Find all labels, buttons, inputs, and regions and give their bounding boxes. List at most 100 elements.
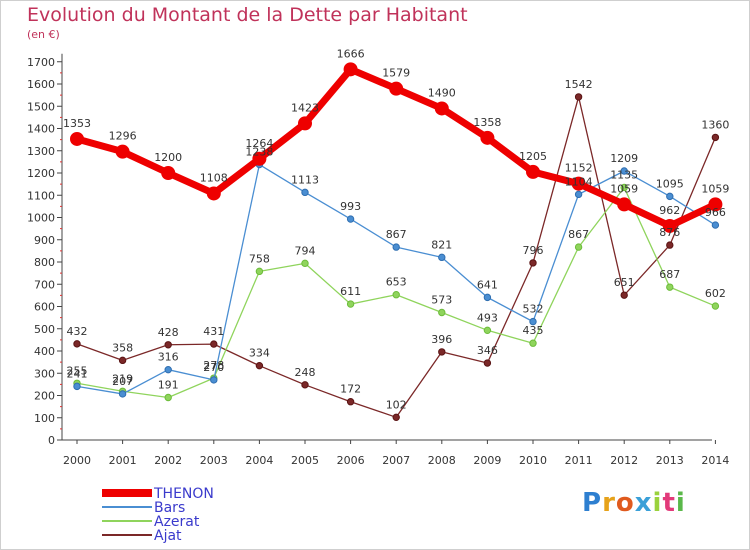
data-label-thenon: 1490 bbox=[428, 86, 456, 99]
y-tick-label: 600 bbox=[34, 301, 55, 314]
point-bars bbox=[529, 317, 537, 326]
data-label-ajat: 432 bbox=[67, 325, 88, 338]
point-ajat bbox=[164, 341, 172, 349]
point-ajat bbox=[438, 348, 446, 356]
legend-label-bars: Bars bbox=[154, 500, 185, 516]
point-thenon bbox=[708, 197, 723, 212]
data-label-azerat: 278 bbox=[203, 359, 224, 372]
data-label-thenon: 1205 bbox=[519, 150, 547, 163]
data-label-ajat: 651 bbox=[614, 276, 635, 289]
data-label-thenon: 1579 bbox=[382, 67, 410, 80]
data-label-bars: 1104 bbox=[565, 175, 593, 188]
data-label-bars: 316 bbox=[158, 351, 179, 364]
point-ajat bbox=[210, 340, 218, 348]
y-tick-label: 0 bbox=[48, 434, 55, 447]
y-tick-label: 1300 bbox=[27, 145, 55, 158]
data-label-azerat: 758 bbox=[249, 252, 270, 265]
point-bars bbox=[438, 253, 446, 262]
point-ajat bbox=[574, 93, 583, 101]
x-tick-label: 2005 bbox=[291, 454, 319, 467]
point-ajat bbox=[118, 356, 127, 365]
data-label-bars: 821 bbox=[431, 238, 452, 251]
point-thenon bbox=[252, 151, 267, 166]
y-tick-label: 1600 bbox=[27, 78, 55, 91]
point-azerat bbox=[255, 267, 264, 276]
brand-letter: o bbox=[615, 488, 635, 518]
point-ajat bbox=[711, 133, 720, 142]
data-label-ajat: 358 bbox=[112, 341, 133, 354]
y-tick-label: 1100 bbox=[27, 189, 55, 202]
y-tick-label: 300 bbox=[34, 367, 55, 380]
point-ajat bbox=[666, 241, 674, 249]
data-label-thenon: 1353 bbox=[63, 117, 91, 130]
point-thenon bbox=[70, 131, 84, 146]
point-bars bbox=[73, 382, 81, 391]
data-label-bars: 1238 bbox=[245, 146, 273, 159]
data-label-azerat: 611 bbox=[340, 285, 361, 298]
legend-label-thenon: THENON bbox=[153, 486, 214, 502]
data-label-ajat: 248 bbox=[295, 366, 316, 379]
point-bars bbox=[118, 390, 127, 398]
data-label-ajat: 396 bbox=[431, 333, 452, 346]
point-bars bbox=[210, 376, 218, 384]
data-label-thenon: 1423 bbox=[291, 101, 319, 114]
data-label-bars: 867 bbox=[386, 228, 407, 241]
data-label-azerat: 219 bbox=[112, 372, 133, 385]
data-label-ajat: 1542 bbox=[565, 78, 593, 91]
data-label-azerat: 867 bbox=[568, 228, 589, 241]
data-label-thenon: 1296 bbox=[109, 130, 137, 143]
point-azerat bbox=[574, 243, 583, 251]
point-bars bbox=[164, 365, 172, 374]
brand-letter: x bbox=[634, 488, 653, 518]
x-tick-label: 2002 bbox=[154, 454, 182, 467]
data-label-thenon: 1358 bbox=[473, 116, 501, 129]
data-label-ajat: 876 bbox=[659, 226, 680, 239]
point-azerat bbox=[346, 300, 355, 308]
y-tick-label: 1700 bbox=[27, 56, 55, 69]
point-azerat bbox=[301, 259, 309, 268]
chart-title: Evolution du Montant de la Dette par Hab… bbox=[27, 4, 468, 26]
point-azerat bbox=[666, 283, 674, 291]
x-tick-label: 2009 bbox=[473, 454, 501, 467]
y-tick-label: 1200 bbox=[27, 167, 55, 180]
brand-letter: t bbox=[662, 488, 676, 518]
point-azerat bbox=[483, 326, 492, 335]
x-tick-label: 2012 bbox=[610, 454, 638, 467]
y-tick-label: 1400 bbox=[27, 123, 55, 136]
data-label-thenon: 1108 bbox=[200, 171, 228, 184]
data-label-azerat: 687 bbox=[659, 268, 680, 281]
data-label-ajat: 431 bbox=[203, 325, 224, 338]
data-label-azerat: 794 bbox=[295, 244, 316, 257]
point-thenon bbox=[206, 186, 221, 201]
point-azerat bbox=[438, 308, 446, 317]
data-label-ajat: 346 bbox=[477, 344, 498, 357]
y-tick-label: 1500 bbox=[27, 100, 55, 113]
y-tick-label: 500 bbox=[34, 323, 55, 336]
point-thenon bbox=[298, 116, 312, 131]
point-thenon bbox=[617, 197, 632, 212]
point-bars bbox=[620, 167, 628, 175]
x-tick-label: 2011 bbox=[565, 454, 593, 467]
data-label-azerat: 493 bbox=[477, 311, 498, 324]
x-tick-label: 2003 bbox=[200, 454, 228, 467]
data-label-thenon: 1059 bbox=[610, 182, 638, 195]
point-thenon bbox=[389, 81, 404, 96]
point-ajat bbox=[529, 259, 537, 267]
data-label-thenon: 962 bbox=[659, 204, 680, 217]
data-label-ajat: 796 bbox=[523, 244, 544, 257]
data-label-bars: 1209 bbox=[610, 152, 638, 165]
legend-label-azerat: Azerat bbox=[154, 514, 200, 530]
legend-label-ajat: Ajat bbox=[154, 528, 182, 544]
data-label-bars: 1095 bbox=[656, 177, 684, 190]
point-bars bbox=[483, 293, 492, 302]
point-thenon bbox=[571, 176, 586, 191]
data-label-ajat: 1360 bbox=[701, 118, 729, 131]
data-label-bars: 1113 bbox=[291, 173, 319, 186]
chart-unit: (en €) bbox=[27, 28, 60, 41]
data-label-thenon: 1200 bbox=[154, 151, 182, 164]
data-label-bars: 241 bbox=[67, 367, 88, 380]
point-ajat bbox=[255, 361, 264, 370]
data-label-thenon: 1059 bbox=[701, 182, 729, 195]
data-label-ajat: 102 bbox=[386, 398, 407, 411]
point-thenon bbox=[480, 130, 495, 145]
